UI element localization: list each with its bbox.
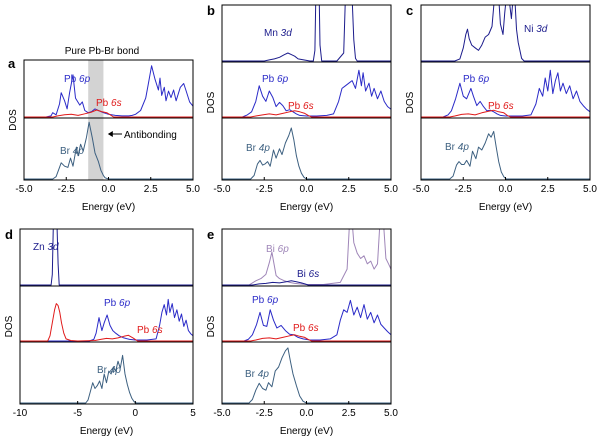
x-tick-label-e-1: -2.5 (256, 408, 274, 419)
x-axis-label-c: Energy (eV) (479, 202, 532, 213)
curve-e-pb-6s (222, 334, 391, 342)
antibonding-arrowhead (107, 131, 113, 137)
curve-a-br-4p (24, 121, 193, 180)
series-label-d-br-4p: Br 4p (97, 365, 121, 376)
panel-a: Pb 6p Pb 6s Br 4p -5.0 -2.5 0.0 2.5 5.0 Energy (… (8, 56, 200, 213)
panel-letter-b: b (207, 3, 215, 18)
curve-b-br-4p (222, 127, 391, 180)
curve-b-mn-3d (222, 5, 391, 62)
series-label-b-pb-6s: Pb 6s (288, 101, 314, 112)
x-tick-label-c-4: 5.0 (583, 184, 597, 195)
x-tick-label-a-3: 2.5 (144, 184, 158, 195)
curve-e-br-4p (222, 347, 391, 404)
x-tick-label-e-0: -5.0 (213, 408, 231, 419)
plot-frame-d (19, 228, 194, 405)
x-tick-label-b-2: 0.0 (300, 184, 314, 195)
x-tick-label-e-4: 5.0 (384, 408, 398, 419)
x-tick-label-e-3: 2.5 (342, 408, 356, 419)
x-tick-label-b-0: -5.0 (213, 184, 231, 195)
curve-a-pb-6p (24, 65, 193, 118)
antibonding-label: Antibonding (124, 130, 177, 141)
panel-c: Ni 3d Pb 6p Pb 6s Br 4p -5.0 -2.5 0.0 2.5 5.0 Ene… (405, 3, 597, 213)
series-label-e-bi-6p: Bi 6p (266, 244, 289, 255)
x-tick-label-a-2: 0.0 (102, 184, 116, 195)
series-label-c-pb-6p: Pb 6p (463, 74, 490, 85)
curve-d-zn-3d (20, 229, 193, 286)
y-axis-label-a: DOS (8, 109, 19, 131)
curve-c-pb-6p (421, 69, 590, 118)
x-tick-label-d-3: 5 (190, 408, 196, 419)
series-label-e-br-4p: Br 4p (245, 369, 269, 380)
x-tick-label-c-1: -2.5 (455, 184, 473, 195)
x-tick-label-b-1: -2.5 (256, 184, 274, 195)
series-label-d-pb-6p: Pb 6p (104, 298, 131, 309)
curve-b-pb-6s (222, 110, 391, 118)
x-tick-label-c-2: 0.0 (499, 184, 513, 195)
panel-b: Mn 3d Pb 6p Pb 6s Br 4p -5.0 -2.5 0.0 2.5 5.0 Ene… (206, 3, 398, 213)
series-label-e-bi-6s: Bi 6s (297, 269, 319, 280)
panel-e: Bi 6p Bi 6s Pb 6p Pb 6s Br 4p -5.0 -2.5 0.0 2.5 5… (206, 227, 398, 436)
curve-e-bi-6p (222, 229, 391, 286)
series-label-c-pb-6s: Pb 6s (488, 101, 514, 112)
y-axis-label-b: DOS (206, 91, 217, 113)
x-axis-label-e: Energy (eV) (280, 426, 333, 436)
x-axis-label-b: Energy (eV) (280, 202, 333, 213)
curve-e-bi-6s (222, 280, 391, 286)
series-label-e-pb-6p: Pb 6p (252, 295, 279, 306)
plot-frame-a (23, 59, 194, 181)
x-tick-label-d-2: 0 (133, 408, 139, 419)
curve-a-pb-6s (24, 109, 193, 118)
panel-letter-c: c (406, 3, 413, 18)
curve-c-pb-6s (421, 109, 590, 118)
x-axis-label-a: Energy (eV) (82, 202, 135, 213)
series-label-c-ni-3d: Ni 3d (524, 24, 548, 35)
curve-b-pb-6p (222, 69, 391, 118)
curve-d-pb-6p (20, 298, 193, 342)
x-tick-label-d-0: -10 (13, 408, 28, 419)
y-axis-label-d: DOS (4, 315, 15, 337)
curve-d-pb-6s (20, 303, 193, 342)
y-axis-label-c: DOS (405, 91, 416, 113)
panel-a-title: Pure Pb-Br bond (65, 46, 140, 57)
panel-d: Zn 3d Pb 6p Pb 6s Br 4p -10 -5 0 5 Energy (eV) DO… (4, 227, 196, 436)
x-tick-label-a-4: 5.0 (186, 184, 200, 195)
x-tick-label-e-2: 0.0 (300, 408, 314, 419)
series-label-b-mn-3d: Mn 3d (264, 28, 292, 39)
curve-e-pb-6p (222, 299, 391, 342)
series-label-d-pb-6s: Pb 6s (137, 325, 163, 336)
curve-d-br-4p (20, 354, 193, 404)
panel-letter-a: a (8, 56, 16, 71)
series-label-a-br-4p: Br 4p (60, 146, 84, 157)
panel-letter-d: d (5, 227, 13, 242)
series-label-a-pb-6s: Pb 6s (96, 98, 122, 109)
x-tick-label-c-0: -5.0 (412, 184, 430, 195)
x-tick-label-b-3: 2.5 (342, 184, 356, 195)
curve-c-br-4p (421, 130, 590, 180)
antibonding-shade (88, 60, 104, 180)
series-label-e-pb-6s: Pb 6s (293, 323, 319, 334)
panel-letter-e: e (207, 227, 214, 242)
x-axis-label-d: Energy (eV) (80, 426, 133, 436)
x-tick-label-c-3: 2.5 (541, 184, 555, 195)
series-label-c-br-4p: Br 4p (445, 142, 469, 153)
series-label-d-zn-3d: Zn 3d (33, 242, 59, 253)
series-label-b-pb-6p: Pb 6p (262, 74, 289, 85)
y-axis-label-e: DOS (206, 315, 217, 337)
x-tick-label-a-0: -5.0 (15, 184, 33, 195)
x-tick-label-d-1: -5 (73, 408, 82, 419)
plot-frame-c (420, 4, 591, 181)
curve-c-ni-3d (421, 5, 590, 62)
x-tick-label-b-4: 5.0 (384, 184, 398, 195)
series-label-b-br-4p: Br 4p (246, 143, 270, 154)
series-label-a-pb-6p: Pb 6p (64, 74, 91, 85)
x-tick-label-a-1: -2.5 (58, 184, 76, 195)
